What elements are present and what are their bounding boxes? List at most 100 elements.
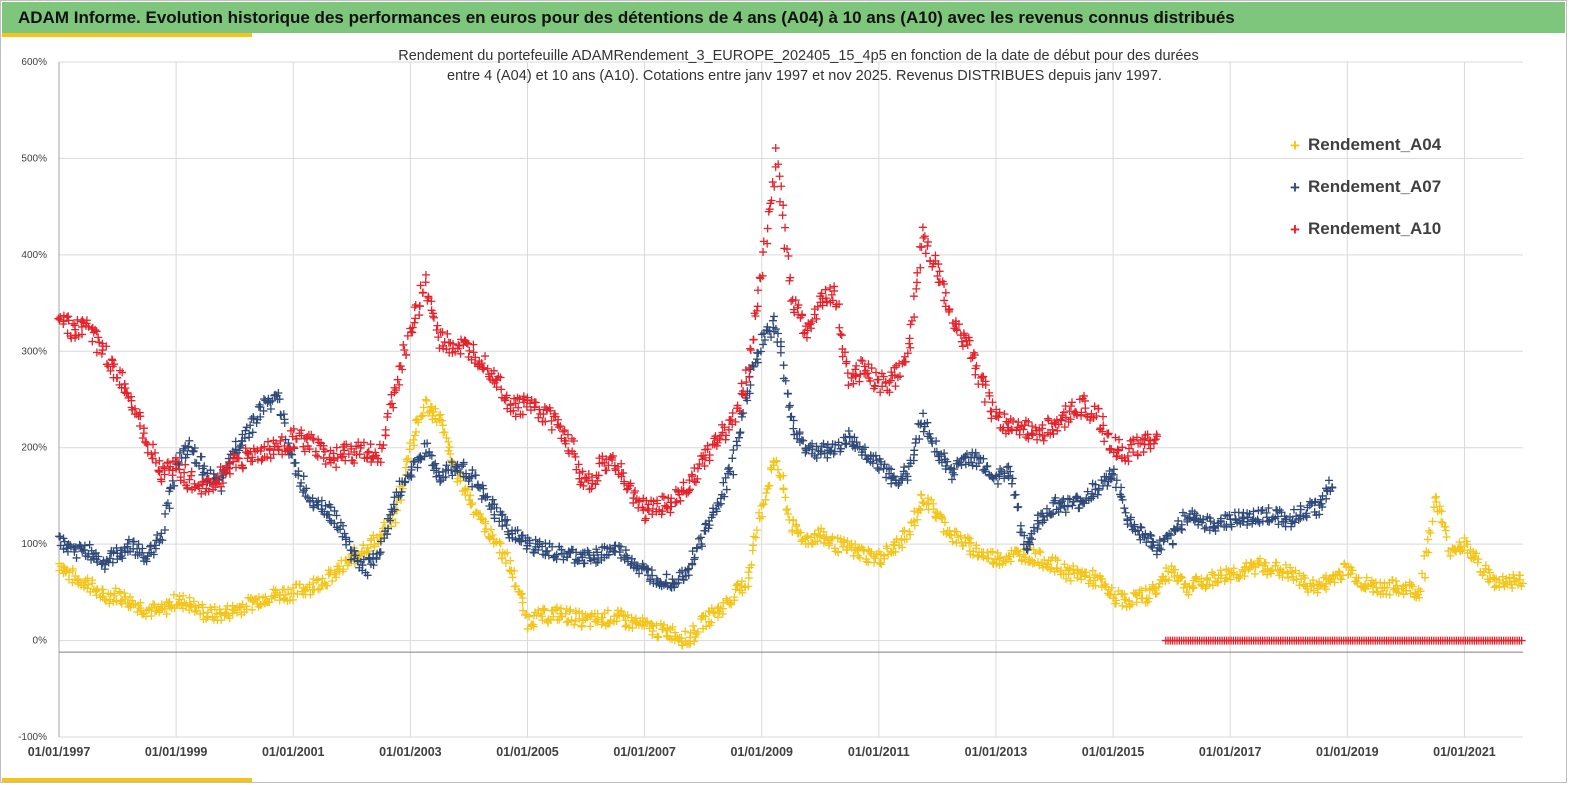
a07-point [1061,508,1070,517]
a07-point [979,454,988,463]
a04-point [586,622,595,631]
a04-point [761,495,770,504]
a10-point [479,363,488,372]
a07-point [1209,522,1218,531]
a04-point [312,576,321,585]
a04-point [323,581,332,590]
a04-point [517,589,526,598]
a07-point [157,529,166,538]
a07-point [497,511,506,520]
a07-point [1267,515,1276,524]
a07-point [1011,490,1020,499]
a10-point [906,320,915,329]
a10-point [771,144,780,153]
a04-point [681,627,690,636]
a04-point [529,622,538,631]
a04-point [217,616,226,625]
a04-point [1118,601,1127,610]
a04-point [1131,589,1140,598]
a10-point [701,453,710,462]
a04-point [1064,570,1073,579]
a04-point [411,427,420,436]
a04-point [1043,560,1052,569]
a10-point [319,441,328,450]
a04-point [328,577,337,586]
a10-point [180,468,189,477]
a07-point [616,542,625,551]
a10-point [985,391,994,400]
a07-point [1296,514,1305,523]
a04-point [123,599,132,608]
a07-point [291,458,300,467]
a10-point [139,424,148,433]
a10-point [176,476,185,485]
a10-point [1056,415,1065,424]
a04-point [945,526,954,535]
a10-point [1033,435,1042,444]
a04-point [927,495,936,504]
a04-point [410,431,419,440]
a04-point [751,533,760,542]
a07-point [923,418,932,427]
a10-point [1081,410,1090,419]
a10-point [851,365,860,374]
a07-point [885,469,894,478]
a07-point [1117,483,1126,492]
a07-point [769,312,778,321]
a04-point [668,622,677,631]
a04-point [1337,575,1346,584]
a10-point [300,447,309,456]
a07-point [200,462,209,471]
a07-point [688,560,697,569]
a10-point [411,300,420,309]
a10-point [155,468,164,477]
a04-point [1438,518,1447,527]
a10-point [253,455,262,464]
a07-point [407,472,416,481]
a07-point [149,550,158,559]
a10-point [561,437,570,446]
accent-bar-bottom [2,778,252,782]
a07-point [59,534,68,543]
a04-point [216,610,225,619]
a10-point [770,182,779,191]
a04-point [1295,581,1304,590]
a07-point [1108,469,1117,478]
a10-point [705,450,714,459]
a07-point [1083,487,1092,496]
a04-point [305,580,314,589]
a10-point [225,464,234,473]
a10-point [1043,414,1052,423]
a07-point [722,485,731,494]
a07-point [781,376,790,385]
a07-point [409,457,418,466]
a07-point [1136,535,1145,544]
a10-point [659,492,668,501]
axes [58,62,1523,737]
a10-point [667,502,676,511]
a10-point [479,365,488,374]
a07-point [1149,538,1158,547]
a04-point [88,576,97,585]
a07-point [745,389,754,398]
a07-point [1166,531,1175,540]
a10-point [658,507,667,516]
a04-point [1088,566,1097,575]
a07-point [1286,512,1295,521]
a04-point [1132,598,1141,607]
y-tick-label: 500% [21,153,47,164]
a10-point [497,385,506,394]
a04-point [810,529,819,538]
a07-point [299,472,308,481]
a10-point [1039,436,1048,445]
a10-point [1003,423,1012,432]
a10-point [154,466,163,475]
a10-point [1124,457,1133,466]
a04-point [1382,590,1391,599]
a07-point [1078,497,1087,506]
a07-point [724,463,733,472]
a04-point [1152,589,1161,598]
a04-point [1512,576,1521,585]
a07-point [1173,522,1182,531]
